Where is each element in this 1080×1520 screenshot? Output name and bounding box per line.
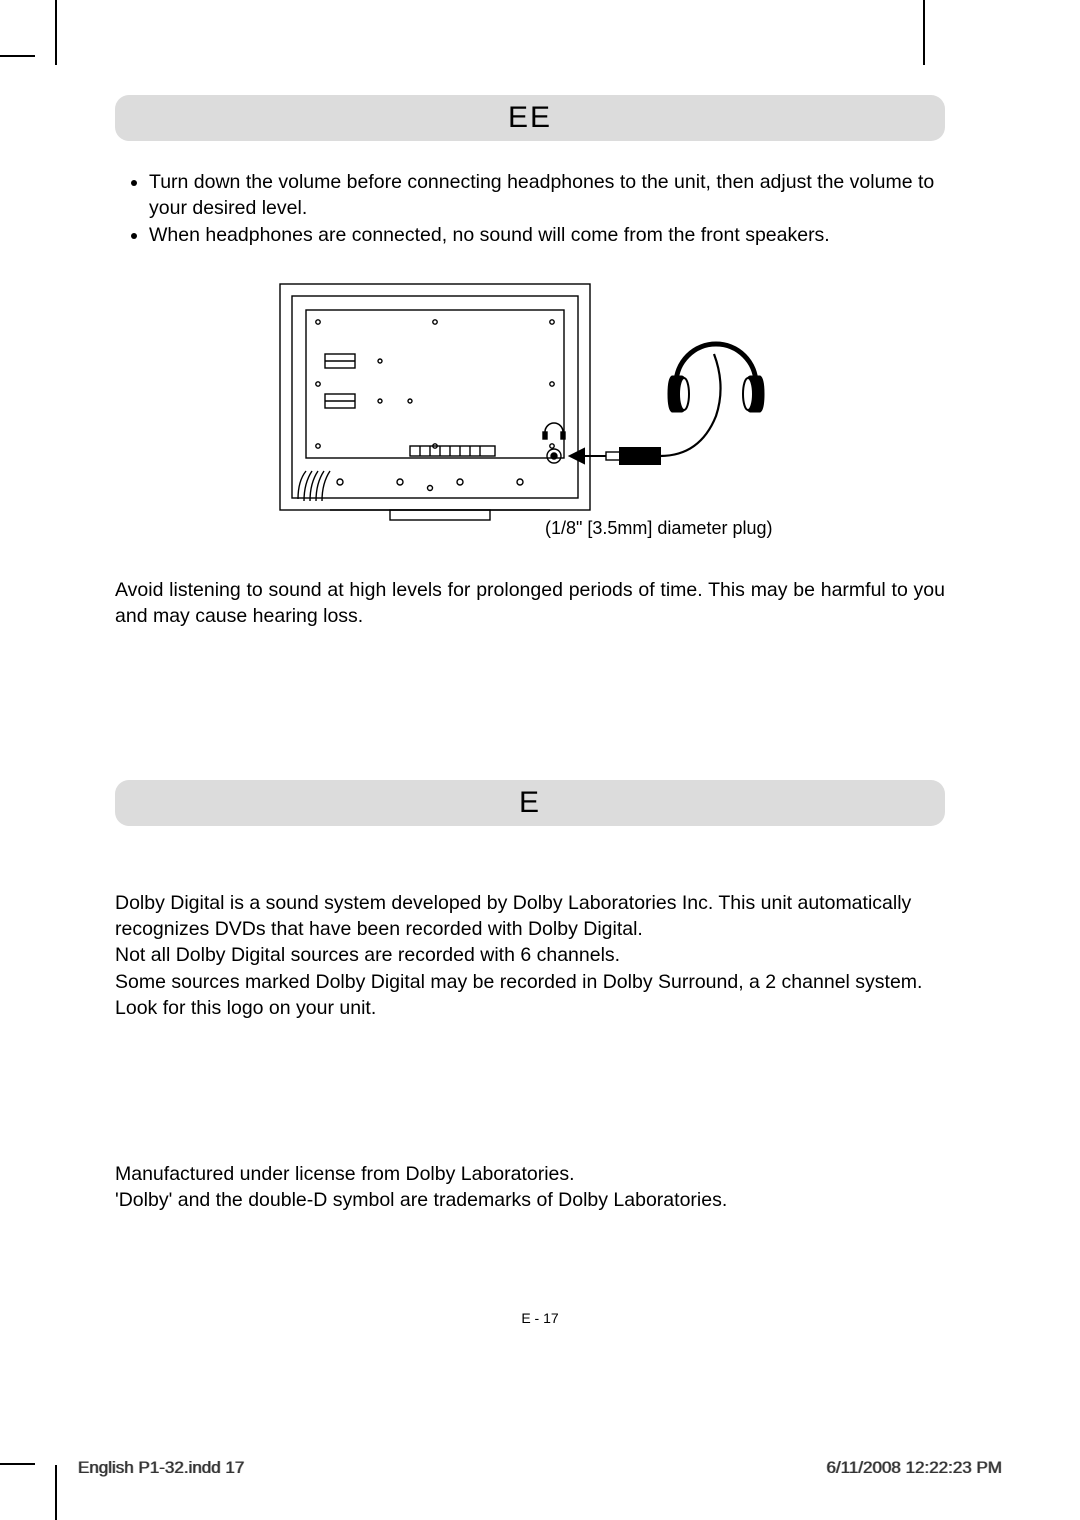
crop-mark: [923, 0, 925, 65]
section-header-dolby: E: [115, 780, 945, 826]
footer-timestamp: 6/11/2008 12:22:23 PM: [827, 1458, 1003, 1478]
crop-mark: [55, 0, 57, 65]
crop-mark: [0, 1463, 35, 1465]
section-header-headphones: EE: [115, 95, 945, 141]
diagram-caption: (1/8" [3.5mm] diameter plug): [545, 518, 945, 539]
section-header-text: EE: [508, 101, 552, 135]
page-content: EE Turn down the volume before connectin…: [115, 95, 945, 1214]
license-line: 'Dolby' and the double-D symbol are trad…: [115, 1187, 945, 1213]
bullet-item: When headphones are connected, no sound …: [149, 222, 945, 248]
license-line: Manufactured under license from Dolby La…: [115, 1161, 945, 1187]
crop-mark: [0, 55, 35, 57]
bullet-item: Turn down the volume before connecting h…: [149, 169, 945, 222]
section-header-text: E: [519, 786, 541, 820]
crop-mark: [55, 1465, 57, 1520]
footer-filename: English P1-32.indd 17: [78, 1458, 244, 1478]
warning-body: Avoid listening to sound at high levels …: [115, 577, 945, 630]
bullet-list: Turn down the volume before connecting h…: [149, 169, 945, 248]
dolby-license: Manufactured under license from Dolby La…: [115, 1161, 945, 1214]
page-number: E - 17: [0, 1310, 1080, 1326]
headphone-diagram: [115, 276, 945, 536]
dolby-description: Dolby Digital is a sound system develope…: [115, 890, 945, 1022]
